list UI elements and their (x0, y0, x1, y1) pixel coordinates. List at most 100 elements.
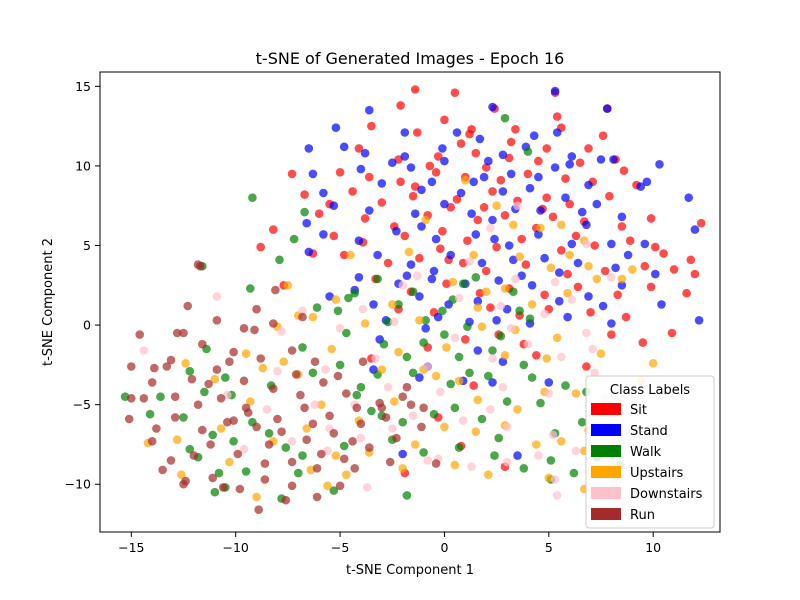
point-sit-62 (557, 246, 566, 255)
point-stand-49 (471, 230, 481, 239)
point-upstairs-15 (448, 277, 458, 287)
point-sit-24 (431, 168, 441, 177)
point-run-39 (302, 435, 312, 445)
point-sit-128 (619, 166, 629, 175)
point-sit-9 (511, 125, 520, 134)
point-stand-48 (431, 234, 441, 244)
point-downstairs-6 (540, 309, 549, 319)
y-tick-label: −10 (65, 477, 91, 492)
point-upstairs-60 (557, 437, 566, 446)
point-upstairs-24 (477, 322, 487, 332)
point-stand-8 (304, 144, 314, 153)
point-upstairs-53 (331, 451, 341, 460)
point-sit-41 (314, 209, 324, 218)
point-sit-32 (348, 187, 357, 196)
point-upstairs-5 (346, 250, 355, 260)
point-downstairs-56 (358, 304, 368, 314)
point-stand-101 (513, 451, 522, 460)
point-run-42 (381, 413, 391, 422)
plot-frame (99, 71, 721, 533)
point-sit-1 (450, 88, 460, 97)
point-stand-22 (506, 169, 516, 179)
point-downstairs-17 (321, 365, 330, 374)
point-run-51 (312, 464, 322, 473)
point-downstairs-10 (582, 239, 591, 249)
point-stand-9 (339, 142, 349, 152)
point-upstairs-71 (323, 481, 332, 491)
point-upstairs-49 (172, 435, 182, 445)
point-run-85 (193, 260, 203, 269)
point-run-66 (162, 362, 172, 371)
point-stand-93 (473, 346, 483, 355)
point-sit-58 (436, 244, 445, 253)
point-sit-113 (456, 139, 466, 148)
point-downstairs-38 (458, 416, 468, 425)
point-run-40 (329, 429, 339, 438)
point-downstairs-29 (436, 387, 445, 397)
point-sit-59 (463, 236, 472, 245)
point-stand-103 (484, 156, 493, 166)
point-run-83 (124, 414, 134, 424)
point-walk-63 (454, 443, 464, 452)
point-run-1 (183, 301, 192, 311)
point-upstairs-23 (415, 316, 424, 325)
chart-title: t-SNE of Generated Images - Epoch 16 (256, 49, 565, 68)
legend-swatch-stand (591, 424, 621, 436)
point-upstairs-75 (481, 287, 491, 297)
point-upstairs-0 (461, 175, 470, 185)
point-upstairs-18 (563, 288, 572, 298)
point-walk-57 (577, 417, 587, 427)
point-sit-27 (523, 169, 533, 179)
point-stand-5 (475, 134, 485, 144)
point-upstairs-65 (342, 470, 351, 480)
point-run-34 (170, 413, 180, 422)
point-sit-126 (433, 152, 443, 161)
point-walk-78 (308, 368, 318, 378)
point-stand-37 (410, 209, 420, 218)
point-walk-22 (379, 339, 389, 349)
point-upstairs-66 (398, 464, 408, 473)
point-walk-85 (221, 373, 230, 382)
point-run-37 (252, 422, 261, 432)
point-upstairs-8 (515, 252, 524, 261)
y-tick-label: 10 (75, 158, 91, 173)
point-sit-17 (534, 156, 543, 166)
point-run-33 (152, 424, 161, 433)
point-stand-6 (529, 131, 539, 140)
x-tick-label: −10 (222, 540, 248, 555)
point-walk-36 (145, 409, 155, 419)
point-upstairs-27 (241, 349, 251, 359)
point-walk-1 (500, 113, 510, 123)
point-walk-55 (536, 398, 545, 408)
point-run-87 (333, 371, 343, 381)
point-sit-23 (396, 177, 405, 187)
point-stand-106 (452, 128, 462, 137)
point-sit-36 (479, 203, 489, 212)
point-walk-0 (523, 147, 533, 156)
point-downstairs-59 (557, 352, 566, 362)
point-upstairs-34 (648, 359, 658, 368)
point-walk-48 (352, 390, 362, 400)
point-run-88 (358, 357, 368, 367)
point-sit-73 (521, 260, 531, 269)
point-sit-120 (438, 226, 447, 236)
point-downstairs-63 (534, 451, 543, 460)
point-walk-41 (185, 444, 195, 454)
point-run-17 (269, 384, 278, 394)
point-upstairs-39 (317, 400, 326, 410)
point-run-54 (392, 433, 401, 443)
point-run-76 (377, 403, 387, 413)
point-walk-2 (248, 193, 257, 202)
point-stand-111 (417, 222, 426, 231)
point-upstairs-72 (216, 424, 226, 433)
point-walk-92 (350, 288, 360, 298)
point-upstairs-36 (210, 374, 220, 384)
point-downstairs-37 (388, 424, 397, 433)
point-run-92 (385, 457, 395, 467)
point-run-4 (269, 319, 278, 328)
y-axis-label: t-SNE Component 2 (41, 238, 56, 366)
point-stand-18 (356, 164, 366, 174)
point-sit-33 (377, 198, 387, 207)
y-tick-label: 5 (83, 238, 91, 253)
point-walk-35 (156, 392, 165, 402)
